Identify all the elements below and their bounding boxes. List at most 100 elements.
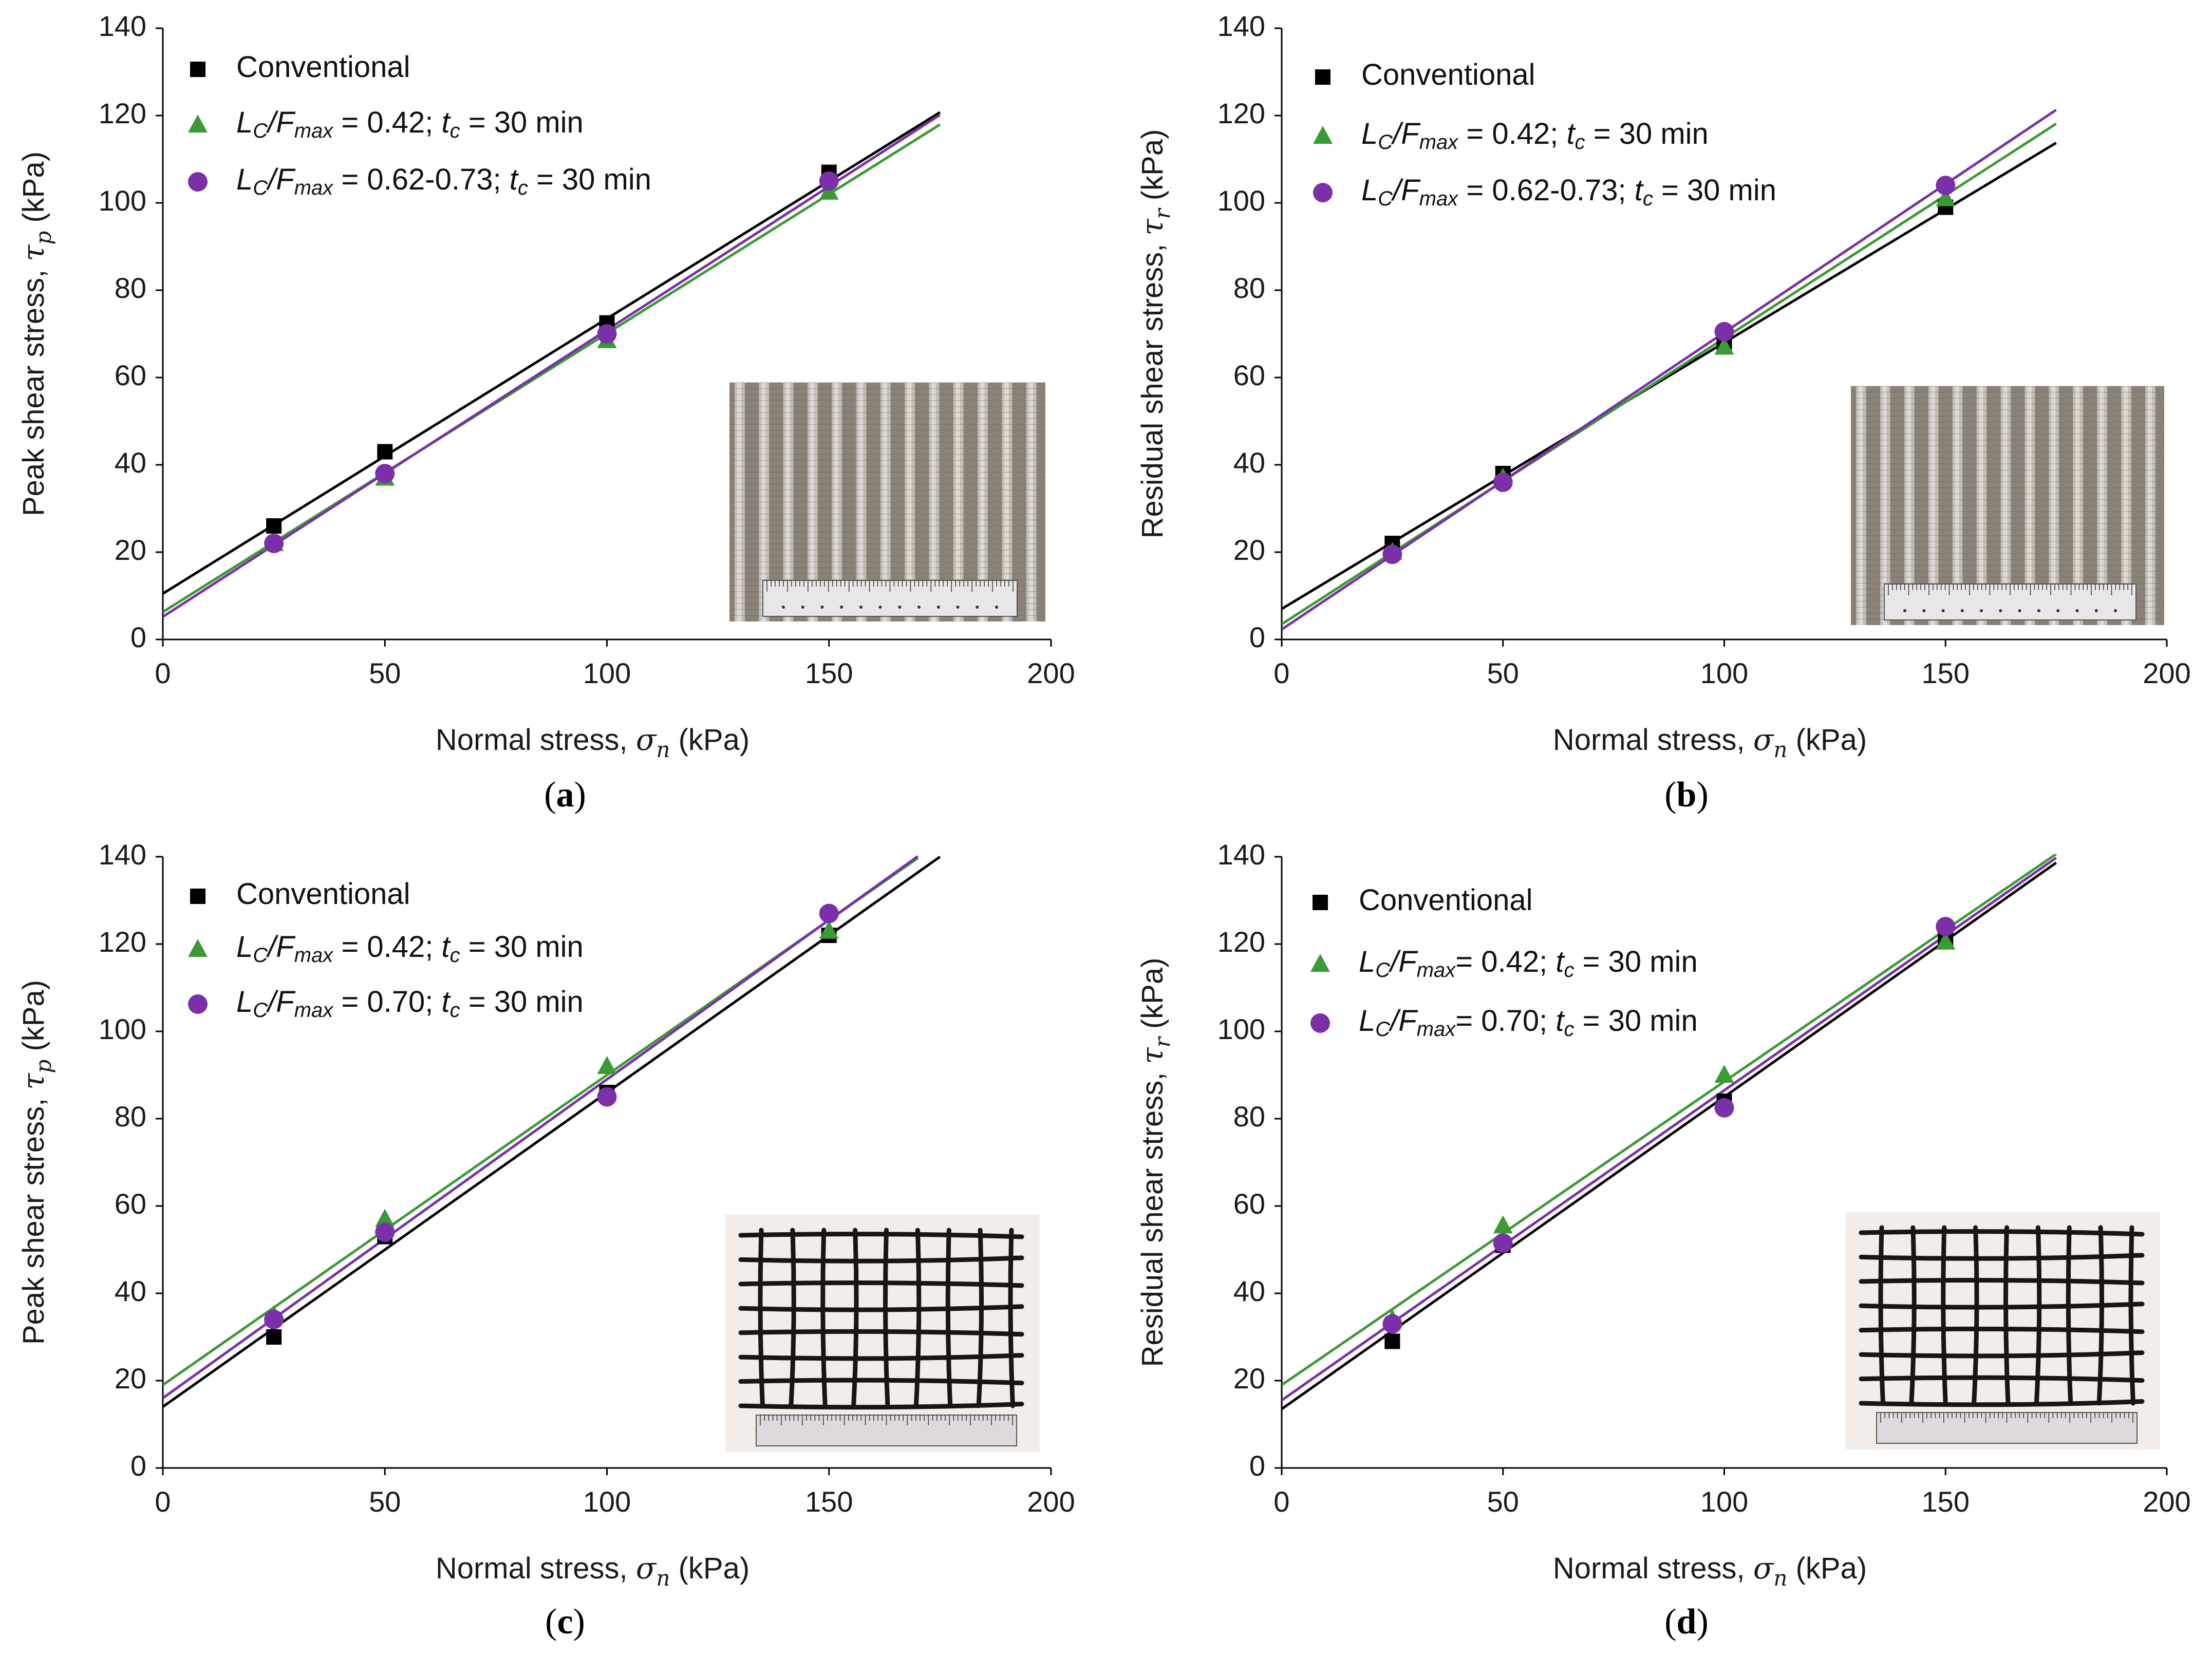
data-point-circle (1382, 1314, 1402, 1334)
data-point-triangle (1493, 1215, 1513, 1234)
data-point-circle (375, 1222, 395, 1242)
x-tick-label: 0 (155, 657, 171, 689)
ruler (762, 580, 1018, 617)
legend-marker-square (1313, 895, 1328, 910)
trendline-circle (163, 855, 919, 1400)
data-point-triangle (375, 1209, 395, 1227)
legend-label: LC/Fmax= 0.70; tc = 30 min (1359, 1004, 1698, 1040)
y-tick-label: 0 (130, 1449, 146, 1482)
x-axis-label: Normal stress, σn (kPa) (436, 722, 749, 762)
panel-d: 0 50 100 150 200 0 20 40 60 80 100 120 140 Normal str… (1135, 838, 2191, 1642)
legend-label: Conventional (1361, 58, 1535, 91)
data-point-triangle (1936, 188, 1956, 206)
trendline-square (1282, 861, 2057, 1410)
x-tick-label: 150 (805, 657, 853, 689)
data-point-circle (597, 1087, 617, 1107)
x-tick-label: 0 (1273, 657, 1289, 689)
y-tick-label: 80 (115, 272, 146, 304)
y-tick-label: 0 (130, 621, 146, 653)
legend-label: LC/Fmax = 0.62-0.73; tc = 30 min (236, 163, 651, 199)
panel-b: 0 50 100 150 200 0 20 40 60 80 100 120 140 Normal str… (1135, 10, 2191, 815)
data-point-circle (1714, 322, 1734, 342)
legend-label: Conventional (1359, 883, 1533, 917)
y-tick-label: 0 (1249, 1449, 1265, 1482)
x-tick-label: 0 (155, 1485, 171, 1518)
x-axis-label: Normal stress, σn (kPa) (1553, 1551, 1867, 1591)
panel-caption: (b) (1664, 775, 1709, 815)
legend-label: LC/Fmax = 0.42; tc = 30 min (236, 106, 584, 142)
y-tick-label: 60 (1233, 1188, 1265, 1220)
x-tick-label: 100 (1700, 657, 1748, 689)
data-point-triangle (597, 1056, 617, 1074)
data-point-circle (1493, 1233, 1513, 1253)
legend-label: Conventional (236, 877, 410, 911)
y-tick-label: 0 (1249, 621, 1265, 653)
y-tick-label: 40 (115, 446, 146, 479)
legend-label: LC/Fmax = 0.62-0.73; tc = 30 min (1361, 174, 1776, 210)
trendline-triangle (163, 123, 941, 613)
y-tick-label: 40 (1233, 446, 1265, 479)
y-axis-label: Residual shear stress, τr (kPa) (1135, 958, 1175, 1367)
x-tick-label: 0 (1273, 1485, 1289, 1518)
geogrid-photo-inset (725, 1215, 1040, 1452)
data-point-circle (264, 534, 284, 553)
geotextile-photo-inset (729, 382, 1045, 621)
data-point-circle (1936, 917, 1956, 936)
y-tick-label: 100 (99, 184, 146, 217)
legend-marker-triangle (188, 115, 208, 133)
legend-marker-triangle (1310, 954, 1330, 972)
x-axis-label: Normal stress, σn (kPa) (436, 1551, 749, 1591)
panel-a: 0 50 100 150 200 0 20 40 60 80 100 120 140 Normal str… (16, 10, 1075, 815)
legend-marker-circle (1313, 183, 1333, 202)
y-tick-label: 140 (1217, 838, 1265, 871)
x-tick-label: 150 (1922, 657, 1970, 689)
ruler (1876, 1412, 2138, 1444)
x-tick-label: 150 (805, 1485, 853, 1518)
y-axis-label: Peak shear stress, τp (kPa) (16, 152, 56, 516)
trendline-circle (1282, 857, 2057, 1402)
trendline-triangle (1282, 854, 2057, 1386)
legend-marker-square (190, 889, 205, 904)
trendline-square (163, 855, 941, 1408)
panel-caption: (d) (1664, 1602, 1709, 1642)
x-tick-label: 100 (583, 657, 631, 689)
data-point-square (266, 1329, 282, 1345)
y-tick-label: 100 (1217, 184, 1265, 217)
data-point-circle (597, 324, 617, 344)
x-tick-label: 50 (1487, 1485, 1519, 1518)
legend-marker-circle (1310, 1013, 1330, 1033)
data-point-triangle (819, 920, 839, 939)
legend-label: LC/Fmax = 0.42; tc = 30 min (1361, 117, 1709, 153)
geotextile-photo-inset (1851, 386, 2164, 625)
y-tick-label: 120 (99, 97, 146, 129)
panel-caption: (a) (544, 775, 586, 815)
y-tick-label: 20 (1233, 534, 1265, 566)
y-tick-label: 80 (115, 1100, 146, 1133)
panel-caption: (c) (545, 1602, 585, 1642)
legend-marker-circle (188, 172, 208, 192)
trendline-triangle (1282, 122, 2057, 626)
panel-c: 0 50 100 150 200 0 20 40 60 80 100 120 140 Normal str… (16, 838, 1075, 1642)
y-tick-label: 140 (99, 10, 146, 42)
x-tick-label: 50 (1487, 657, 1519, 689)
data-point-circle (819, 903, 839, 924)
legend-marker-square (190, 62, 205, 77)
data-point-circle (264, 1310, 284, 1329)
y-tick-label: 60 (1233, 359, 1265, 391)
y-tick-label: 40 (1233, 1275, 1265, 1307)
trendline-square (1282, 141, 2057, 610)
y-tick-label: 140 (1217, 10, 1265, 42)
legend-label: LC/Fmax = 0.70; tc = 30 min (236, 985, 584, 1021)
x-tick-label: 100 (583, 1485, 631, 1518)
y-tick-label: 120 (99, 926, 146, 958)
x-tick-label: 50 (369, 657, 401, 689)
legend-label: LC/Fmax = 0.42; tc = 30 min (236, 930, 584, 966)
data-point-circle (819, 171, 839, 191)
x-tick-label: 100 (1700, 1485, 1748, 1518)
ruler (1884, 583, 2136, 620)
legend-marker-circle (188, 994, 208, 1014)
data-point-circle (1493, 473, 1513, 492)
data-point-triangle (1936, 931, 1956, 950)
data-point-circle (1936, 176, 1956, 195)
